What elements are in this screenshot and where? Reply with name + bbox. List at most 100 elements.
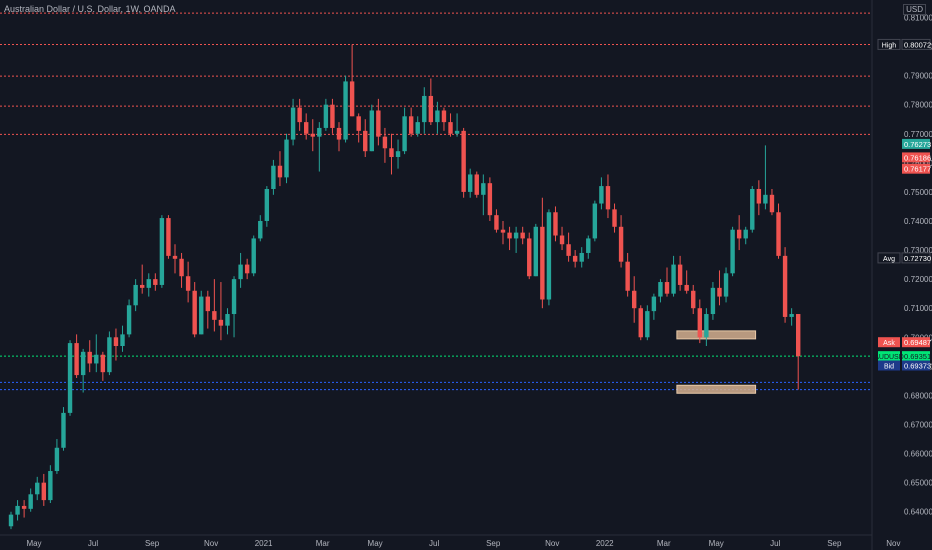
candle: [651, 293, 657, 320]
candle: [599, 177, 604, 210]
candle-body: [199, 296, 204, 335]
candle: [612, 203, 617, 233]
candle-body: [461, 130, 466, 192]
candle: [691, 284, 696, 315]
y-tick-label: 0.76000: [904, 159, 932, 168]
candle-body: [172, 255, 178, 259]
candle-body: [330, 104, 335, 128]
candle: [356, 113, 361, 143]
candle-body: [789, 314, 794, 317]
price-axis-panel[interactable]: [872, 0, 932, 550]
candle: [704, 308, 709, 347]
candle-body: [481, 183, 486, 195]
price-label-tag: High: [882, 42, 897, 49]
candle-body: [336, 127, 342, 140]
candle: [389, 133, 394, 175]
candle: [546, 209, 552, 306]
price-label-bg: [902, 163, 930, 174]
x-tick-label: Jul: [770, 539, 780, 548]
candle: [592, 200, 598, 242]
currency-badge[interactable]: USD: [903, 4, 926, 15]
candle-body: [645, 311, 650, 338]
y-tick-label: 0.78000: [904, 101, 932, 110]
candle: [74, 334, 79, 378]
candle-body: [140, 284, 145, 288]
candle-body: [107, 337, 112, 373]
candle-body: [422, 95, 427, 123]
candle-body: [671, 264, 676, 294]
candle-body: [317, 127, 322, 137]
candle-body: [205, 296, 210, 312]
candle-body: [520, 232, 525, 239]
candle: [448, 113, 453, 137]
candle: [645, 305, 650, 341]
zones: [676, 330, 757, 394]
candle: [487, 177, 493, 221]
price-label-value: 0.76177: [904, 165, 931, 174]
candle: [100, 351, 106, 381]
candle-body: [179, 258, 184, 277]
price-label-tag: Ask: [883, 340, 895, 347]
y-tick-label: 0.72000: [904, 275, 932, 284]
candle-body: [376, 110, 381, 137]
price-label-bg: [902, 138, 930, 149]
candle-body: [389, 148, 394, 158]
candle: [304, 113, 309, 140]
candle-body: [638, 308, 643, 338]
candle: [317, 122, 322, 172]
candle-body: [113, 337, 119, 347]
price-label-tag-bg: [878, 337, 900, 348]
candle: [474, 171, 479, 198]
candle: [782, 247, 788, 323]
candle-body: [500, 229, 506, 233]
candle: [343, 75, 348, 143]
candle: [113, 328, 119, 361]
candle-body: [717, 287, 722, 297]
candle-body: [218, 319, 224, 326]
price-label-tag: AUDUSD: [874, 354, 904, 361]
candle-body: [349, 81, 355, 117]
candle: [677, 255, 683, 291]
candle-body: [100, 354, 106, 373]
candle-body: [736, 229, 742, 239]
candle-body: [126, 305, 132, 335]
candle-body: [408, 116, 414, 134]
candle: [382, 127, 388, 163]
price-label-value: 0.80072: [904, 40, 931, 49]
x-tick-label: Mar: [657, 539, 671, 548]
candle: [35, 476, 40, 501]
candle-body: [782, 255, 788, 317]
candle-body: [494, 215, 499, 230]
candle: [658, 279, 663, 303]
candle: [769, 188, 775, 216]
x-tick-label: Nov: [886, 539, 900, 548]
price-label: 0.76186: [902, 152, 931, 163]
candle: [205, 290, 210, 329]
candle-body: [566, 244, 571, 256]
x-tick-label: Jul: [429, 539, 439, 548]
candle: [481, 174, 486, 216]
x-tick-label: Sep: [145, 539, 160, 548]
price-zone: [676, 384, 757, 394]
candle: [723, 267, 729, 303]
candle: [349, 44, 355, 117]
candle: [199, 290, 204, 335]
candle-body: [284, 139, 289, 178]
candle: [336, 122, 342, 152]
candle-body: [540, 226, 545, 300]
candle: [527, 232, 532, 280]
candle: [166, 215, 171, 259]
candle: [435, 101, 440, 134]
candle: [212, 279, 217, 332]
candle-body: [415, 122, 420, 134]
candle-body: [61, 412, 66, 448]
candle-body: [769, 194, 775, 213]
y-tick-label: 0.71000: [904, 304, 932, 313]
price-label-value: 0.76186: [904, 153, 931, 162]
candle: [428, 78, 434, 126]
candle-body: [28, 494, 33, 509]
candle-body: [592, 203, 598, 239]
candle-body: [533, 226, 538, 277]
price-label-bg: [902, 337, 930, 348]
